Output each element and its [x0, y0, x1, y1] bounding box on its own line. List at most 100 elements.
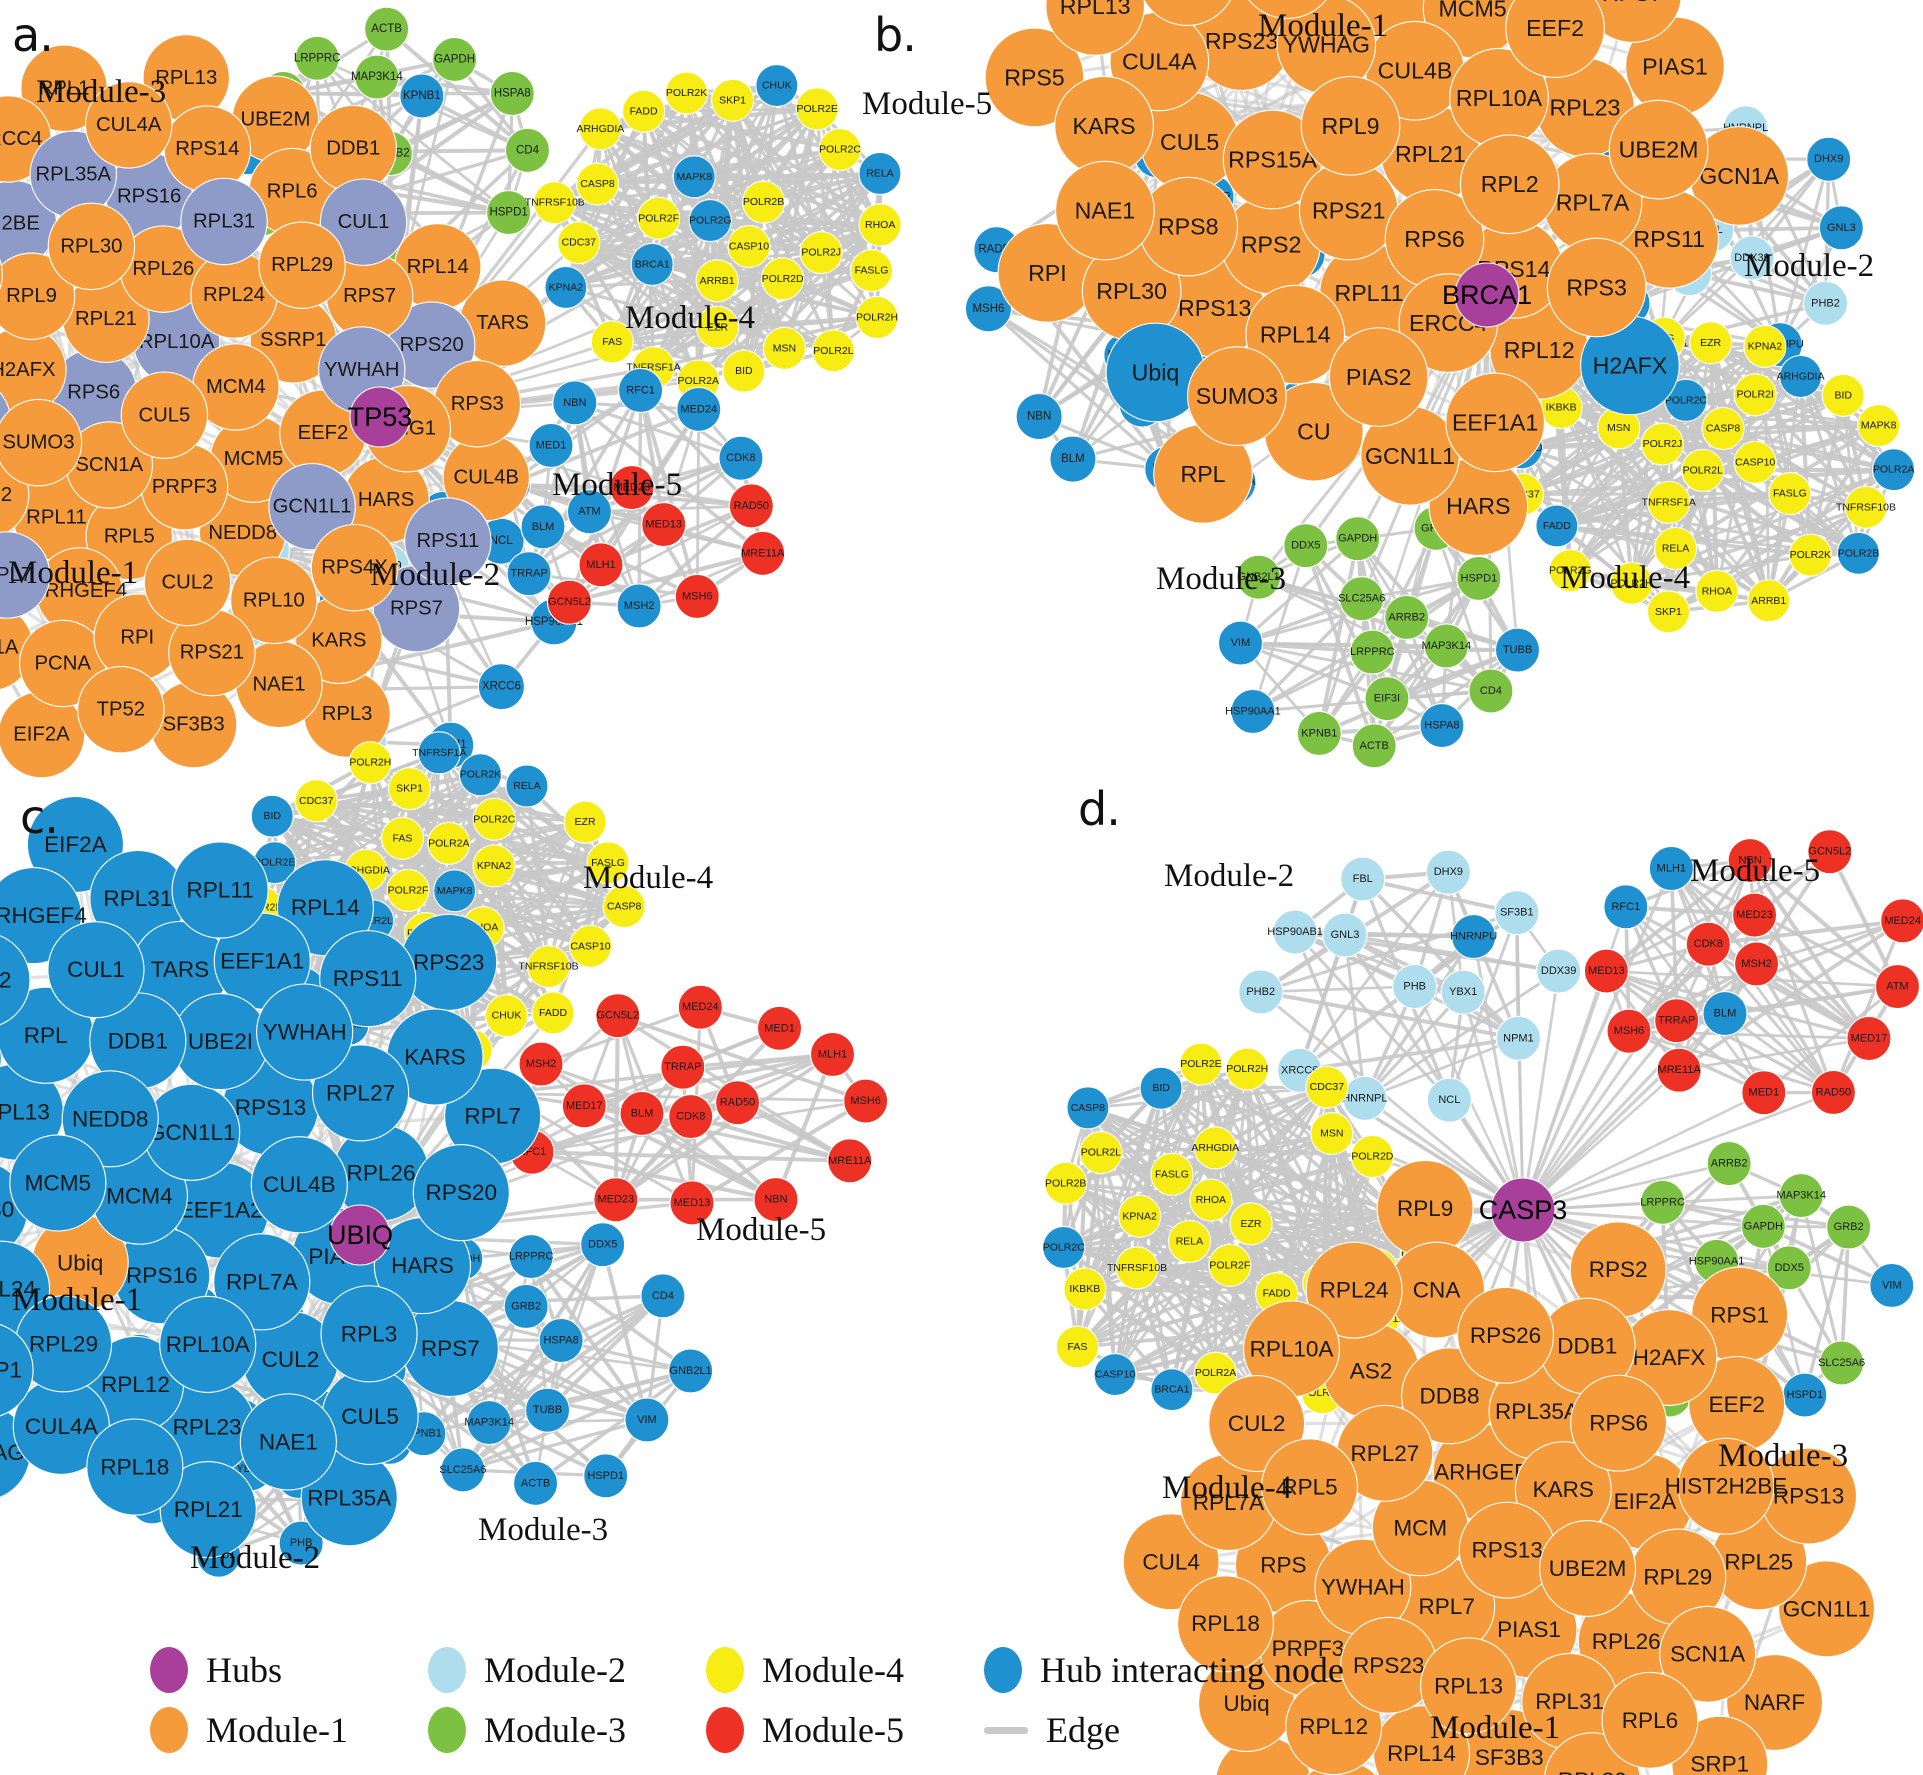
node-circle[interactable]	[1656, 1047, 1702, 1093]
node-circle[interactable]	[1731, 892, 1778, 938]
node-circle[interactable]	[1193, 1126, 1237, 1170]
network-node[interactable]: UBE2I	[171, 992, 270, 1091]
network-node[interactable]: RPS26	[1457, 1286, 1555, 1384]
network-node[interactable]: BID	[722, 349, 766, 393]
network-node[interactable]: EEF1A1	[1445, 372, 1545, 473]
network-node[interactable]: ARRB1	[695, 259, 739, 303]
network-node[interactable]: ACTB	[364, 6, 410, 52]
network-node[interactable]: POLR2C	[472, 797, 516, 841]
node-circle[interactable]	[0, 932, 31, 1028]
network-node[interactable]: HSPA8	[489, 70, 535, 117]
network-node[interactable]: HSP90AA1	[1225, 688, 1281, 734]
network-node[interactable]: CUL2	[143, 538, 232, 627]
node-circle[interactable]	[1261, 1438, 1359, 1536]
node-circle[interactable]	[47, 202, 136, 291]
network-node[interactable]: GAPDH	[1335, 516, 1381, 562]
network-node[interactable]: ATM	[1874, 964, 1921, 1010]
node-circle[interactable]	[399, 73, 445, 119]
network-node[interactable]: UBE2M	[1539, 1520, 1637, 1617]
node-circle[interactable]	[552, 380, 598, 426]
node-circle[interactable]	[1420, 1637, 1518, 1735]
node-circle[interactable]	[1570, 1374, 1668, 1472]
network-node[interactable]: POLR2I	[1733, 373, 1777, 417]
node-circle[interactable]	[1740, 1203, 1786, 1249]
network-node[interactable]: DDX39	[1536, 948, 1582, 994]
node-circle[interactable]	[843, 1078, 889, 1124]
node-circle[interactable]	[1546, 237, 1647, 338]
node-circle[interactable]	[1535, 504, 1579, 548]
node-circle[interactable]	[1653, 526, 1698, 571]
network-node[interactable]: DHX9	[1425, 849, 1471, 895]
network-node[interactable]: POLR2B	[742, 180, 786, 224]
node-circle[interactable]	[1654, 998, 1700, 1044]
network-node[interactable]: GNL3	[1322, 912, 1368, 958]
network-node[interactable]: BRCA1	[630, 242, 674, 286]
network-node[interactable]: FAS	[1055, 1325, 1099, 1369]
network-node[interactable]: TUBB	[1494, 627, 1541, 673]
node-circle[interactable]	[1376, 1159, 1474, 1257]
node-circle[interactable]	[528, 422, 574, 469]
network-node[interactable]: RFC1	[1603, 884, 1649, 930]
node-circle[interactable]	[1015, 393, 1063, 441]
network-node[interactable]: POLR2F	[637, 196, 681, 240]
node-circle[interactable]	[1118, 1194, 1162, 1238]
node-circle[interactable]	[742, 180, 786, 224]
node-circle[interactable]	[1245, 284, 1346, 385]
network-node[interactable]: SF3B1	[1494, 890, 1540, 936]
network-node[interactable]: LRPPRC	[1349, 629, 1395, 675]
node-circle[interactable]	[1768, 471, 1812, 516]
network-node[interactable]: FAS	[380, 816, 425, 860]
node-circle[interactable]	[566, 489, 613, 535]
node-circle[interactable]	[1536, 948, 1582, 994]
network-node[interactable]: CUL5	[321, 1367, 419, 1466]
node-circle[interactable]	[486, 190, 532, 236]
node-circle[interactable]	[1648, 845, 1694, 892]
network-node[interactable]: POLR2K	[664, 71, 709, 115]
node-circle[interactable]	[258, 221, 346, 309]
network-node[interactable]: FASLG	[1150, 1152, 1194, 1196]
network-node[interactable]: SUMO3	[1187, 346, 1287, 446]
node-circle[interactable]	[321, 1367, 419, 1466]
node-circle[interactable]	[400, 913, 498, 1011]
network-node[interactable]: YBX1	[1440, 969, 1486, 1015]
network-node[interactable]: MAPK8	[433, 869, 477, 913]
node-circle[interactable]	[1610, 561, 1654, 605]
node-circle[interactable]	[1217, 620, 1264, 666]
node-circle[interactable]	[637, 196, 681, 240]
network-node[interactable]: POLR2C	[818, 127, 862, 172]
network-node[interactable]: KPNB1	[399, 73, 445, 119]
network-node[interactable]: RPL29	[258, 221, 346, 309]
node-circle[interactable]	[695, 259, 739, 303]
network-node[interactable]: POLR2C	[1042, 1225, 1086, 1270]
node-circle[interactable]	[1456, 555, 1502, 601]
node-circle[interactable]	[180, 177, 268, 266]
network-node[interactable]: CASP8	[1066, 1086, 1110, 1130]
node-circle[interactable]	[1236, 554, 1282, 600]
node-circle[interactable]	[818, 127, 862, 172]
node-circle[interactable]	[811, 329, 855, 373]
node-circle[interactable]	[1810, 1069, 1856, 1115]
network-node[interactable]: ARRB2	[1384, 594, 1430, 640]
node-circle[interactable]	[718, 435, 764, 481]
network-node[interactable]: MED23	[593, 1177, 639, 1223]
node-circle[interactable]	[827, 1138, 873, 1184]
node-circle[interactable]	[618, 367, 664, 413]
network-node[interactable]: RPS21	[1298, 160, 1399, 261]
network-node[interactable]: CASP10	[1093, 1353, 1137, 1397]
node-circle[interactable]	[1681, 448, 1725, 493]
network-node[interactable]: BRCA1	[1150, 1368, 1194, 1412]
network-node[interactable]: BID	[1139, 1066, 1183, 1110]
network-node[interactable]: LRPPRC	[294, 35, 341, 81]
node-circle[interactable]	[1272, 909, 1318, 955]
node-circle[interactable]	[1857, 403, 1901, 448]
node-circle[interactable]	[583, 1453, 629, 1499]
network-node[interactable]: BLM	[1702, 991, 1748, 1037]
node-circle[interactable]	[1296, 710, 1342, 756]
node-circle[interactable]	[1384, 594, 1430, 640]
node-circle[interactable]	[1457, 1286, 1555, 1384]
network-node[interactable]: FADD	[531, 991, 575, 1035]
node-circle[interactable]	[1505, 0, 1605, 78]
node-circle[interactable]	[568, 924, 613, 968]
network-node[interactable]: SUMO3	[0, 398, 83, 487]
node-circle[interactable]	[593, 1177, 639, 1223]
